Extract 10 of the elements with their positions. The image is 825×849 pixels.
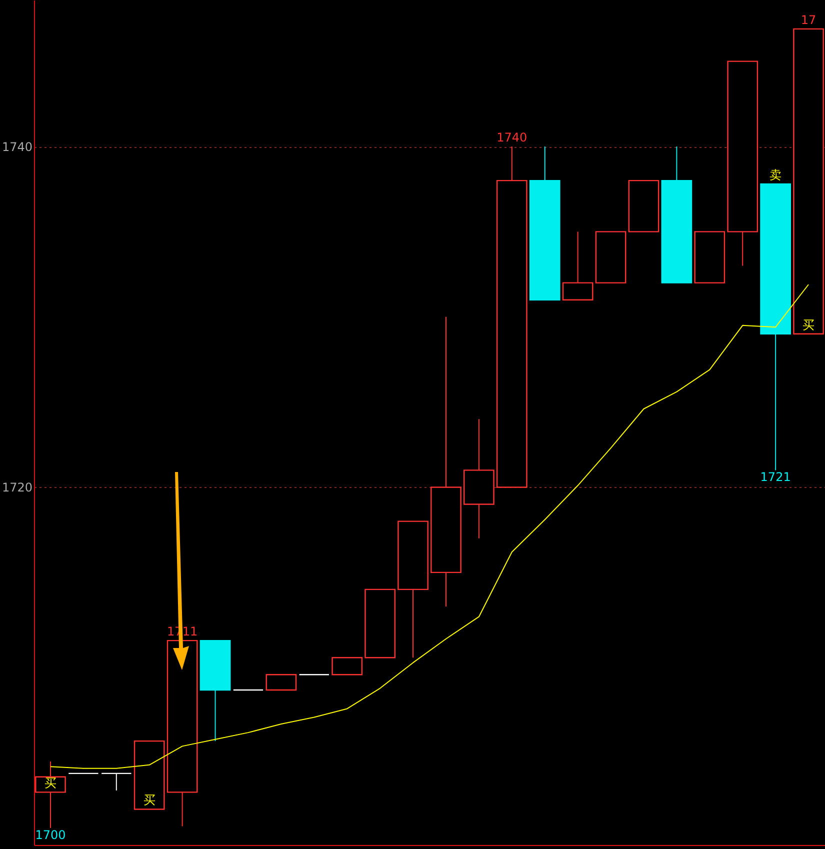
annotation: 1700: [35, 828, 66, 842]
annotation: 买: [143, 793, 156, 808]
annotation: 1721: [760, 470, 791, 484]
candlestick: [100, 772, 132, 791]
annotation: 买: [802, 318, 815, 332]
annotation: 买: [44, 776, 56, 790]
y-tick-label: 1720: [2, 480, 32, 495]
annotation: 卖: [770, 168, 782, 182]
annotation: 1740: [496, 130, 528, 145]
annotation: 17: [800, 12, 816, 27]
